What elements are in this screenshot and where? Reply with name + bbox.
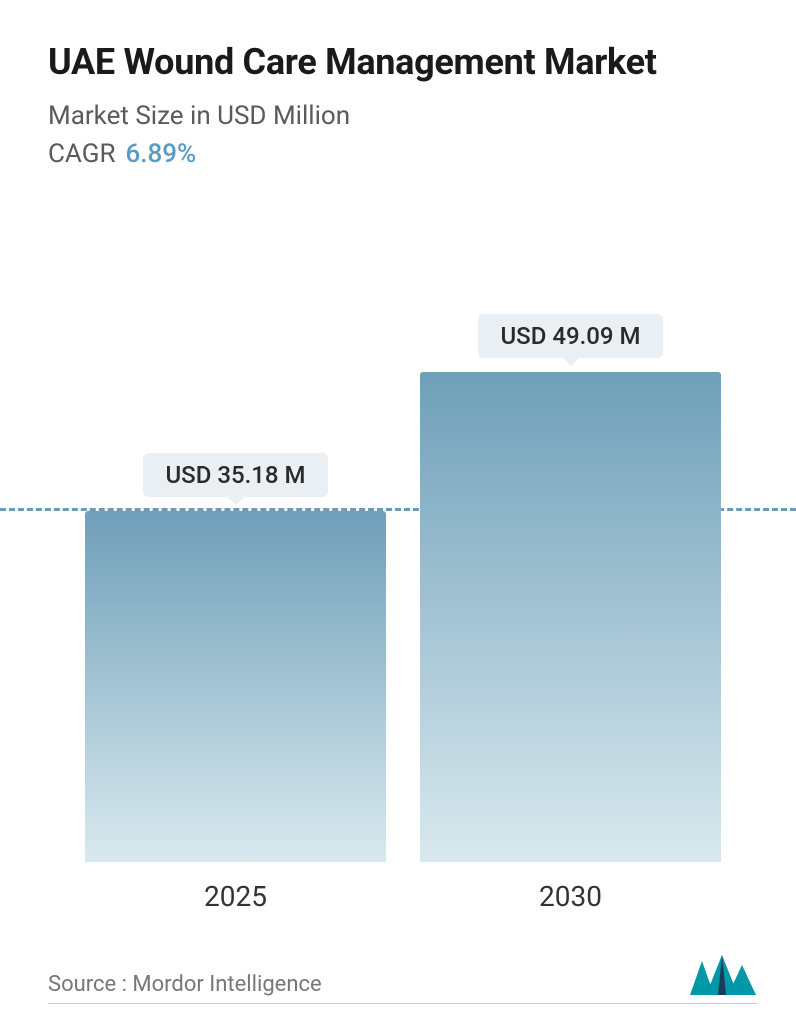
value-badge-0: USD 35.18 M bbox=[143, 453, 327, 497]
bar-group-0: USD 35.18 M bbox=[85, 205, 387, 862]
x-axis-labels: 2025 2030 bbox=[48, 862, 758, 913]
x-label-0: 2025 bbox=[85, 880, 387, 913]
bar-group-1: USD 49.09 M bbox=[420, 205, 722, 862]
chart-title: UAE Wound Care Management Market bbox=[48, 40, 758, 85]
footer: Source : Mordor Intelligence bbox=[48, 953, 758, 1004]
chart-subtitle: Market Size in USD Million bbox=[48, 101, 758, 131]
cagr-value: 6.89% bbox=[125, 139, 196, 169]
chart-area: USD 35.18 M USD 49.09 M bbox=[48, 205, 758, 862]
bar-0 bbox=[85, 511, 387, 862]
value-badge-1: USD 49.09 M bbox=[478, 314, 662, 358]
bar-1 bbox=[420, 372, 722, 862]
brand-logo-icon bbox=[688, 953, 758, 997]
x-label-1: 2030 bbox=[420, 880, 722, 913]
cagr-label: CAGR bbox=[48, 139, 115, 169]
source-text: Source : Mordor Intelligence bbox=[48, 972, 322, 997]
cagr-row: CAGR 6.89% bbox=[48, 139, 758, 169]
